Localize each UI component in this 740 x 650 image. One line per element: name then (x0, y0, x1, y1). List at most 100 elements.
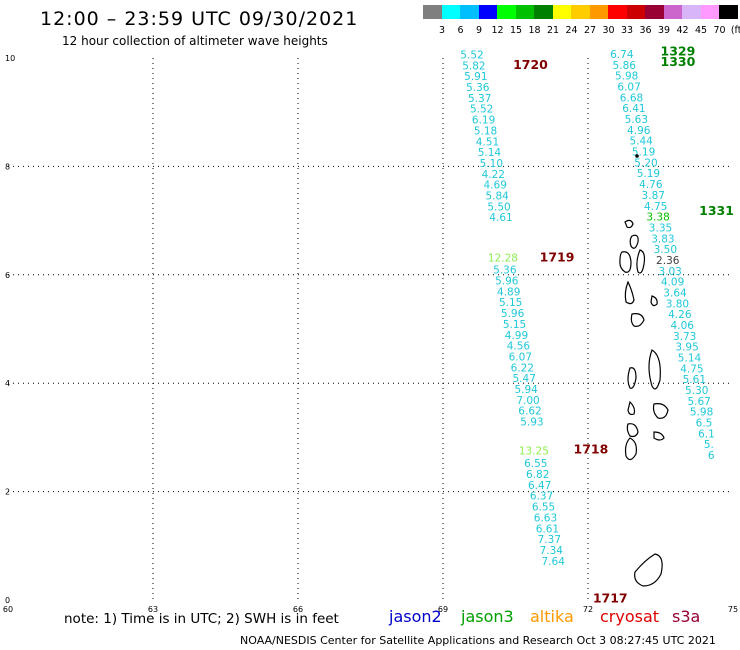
wave-height-value: 5.30 (685, 385, 708, 397)
scale-swatch (497, 5, 516, 19)
x-tick-label: 75 (728, 605, 738, 614)
scale-label: 36 (639, 25, 652, 36)
island-outline (624, 280, 635, 305)
island-outline (627, 400, 636, 416)
wave-height-value: 4.89 (497, 286, 520, 298)
y-tick-label: 8 (5, 162, 10, 171)
marker-dot (635, 154, 639, 158)
scale-label: (ft) (730, 25, 740, 36)
x-tick-label: 72 (583, 605, 593, 614)
wave-height-value: 5.84 (485, 190, 509, 202)
wave-height-value: 6.41 (622, 103, 645, 115)
wave-height-value: 3.03 (658, 266, 681, 278)
scale-label: 9 (475, 25, 483, 36)
wave-height-value: 5.52 (470, 104, 493, 116)
scale-label: 70 (713, 25, 726, 36)
wave-height-value: 5.93 (520, 416, 543, 428)
x-tick-label: 66 (293, 605, 303, 614)
scale-swatch (423, 5, 442, 19)
footer-credit: NOAA/NESDIS Center for Satellite Applica… (240, 634, 716, 647)
pass-number-label: 1720 (513, 57, 548, 72)
wave-height-value: 3.80 (666, 298, 689, 310)
island-outline (627, 367, 637, 389)
wave-height-value: 5.91 (464, 71, 487, 83)
wave-height-value: 6.5 (696, 418, 713, 430)
wave-height-value: 6 (708, 450, 715, 462)
wave-height-value: 3.95 (675, 342, 698, 354)
wave-height-value: 5.50 (487, 201, 510, 213)
wave-height-value: 6.22 (511, 362, 534, 374)
satellite-altika: altika (530, 607, 574, 626)
footer-note: note: 1) Time is in UTC; 2) SWH is in fe… (64, 611, 339, 627)
wave-height-value: 5.67 (687, 396, 710, 408)
scale-swatch (645, 5, 664, 19)
wave-height-value: 6.19 (472, 115, 495, 127)
island-outline (624, 219, 634, 229)
y-tick-label: 0 (5, 596, 10, 605)
wave-height-value: 7.34 (540, 545, 564, 557)
wave-height-value: 6.62 (518, 406, 541, 418)
island-outline (630, 313, 645, 327)
wave-height-value: 5.20 (634, 157, 657, 169)
satellite-jason3: jason3 (461, 607, 514, 626)
x-tick-label: 63 (148, 605, 158, 614)
wave-height-value: 5.47 (513, 373, 536, 385)
island-outline (650, 295, 658, 307)
wave-height-value: 5.96 (501, 308, 525, 320)
scale-swatch (682, 5, 701, 19)
pass-number-label: 1330 (661, 54, 696, 69)
wave-height-value: 3.35 (649, 222, 672, 234)
scale-swatch (460, 5, 479, 19)
wave-height-value: 5.18 (474, 125, 497, 137)
pass-number-label: 1717 (593, 591, 628, 606)
wave-height-value: 4.51 (476, 136, 499, 148)
scale-swatch (663, 5, 682, 19)
scale-swatch (700, 5, 719, 19)
wave-height-value: 6.55 (532, 502, 555, 514)
wave-height-value: 5.61 (683, 374, 706, 386)
scale-label: 12 (491, 25, 504, 36)
wave-height-value: 5.94 (514, 384, 538, 396)
scale-swatch (515, 5, 534, 19)
wave-height-value: 5.15 (503, 319, 526, 331)
island-outline (626, 423, 639, 438)
wave-height-value: 4.75 (644, 201, 667, 213)
wave-height-value: 5.14 (478, 147, 502, 159)
wave-height-value: 4.26 (668, 309, 692, 321)
wave-height-value: 5.86 (613, 60, 637, 72)
pass-number-label: 1719 (540, 249, 575, 264)
scale-swatch (626, 5, 645, 19)
wave-height-value: 13.25 (519, 446, 549, 458)
x-tick-label: 69 (438, 605, 448, 614)
y-tick-label: 2 (5, 488, 10, 497)
wave-height-value: 3.87 (642, 190, 665, 202)
scale-swatch (534, 5, 553, 19)
wave-height-value: 5.36 (493, 265, 517, 277)
scale-label: 39 (657, 25, 671, 36)
scale-swatch (441, 5, 460, 19)
wave-height-value: 5.36 (466, 82, 490, 94)
island-outline (636, 249, 646, 274)
scale-swatch (571, 5, 590, 19)
scale-swatch (719, 5, 738, 19)
wave-height-value: 4.76 (639, 179, 663, 191)
wave-height-value: 6.74 (610, 49, 634, 61)
satellite-cryosat: cryosat (600, 607, 660, 626)
x-tick-label: 60 (3, 605, 13, 614)
scale-label: 45 (694, 25, 708, 36)
wave-height-value: 7.00 (516, 395, 539, 407)
wave-height-value: 6.07 (509, 351, 532, 363)
wave-height-value: 4.09 (661, 277, 684, 289)
pass-number-label: 1718 (574, 442, 609, 457)
scale-label: 27 (583, 25, 597, 36)
wave-height-value: 5.63 (625, 114, 648, 126)
island-outline (619, 251, 632, 273)
wave-height-value: 5.19 (637, 168, 660, 180)
wave-height-value: 2.36 (656, 255, 680, 267)
wave-height-value: 4.96 (627, 125, 651, 137)
wave-height-value: 3.38 (646, 212, 669, 224)
wave-height-value: 4.75 (680, 363, 703, 375)
wave-height-value: 4.56 (507, 341, 531, 353)
scale-label: 30 (602, 25, 615, 36)
